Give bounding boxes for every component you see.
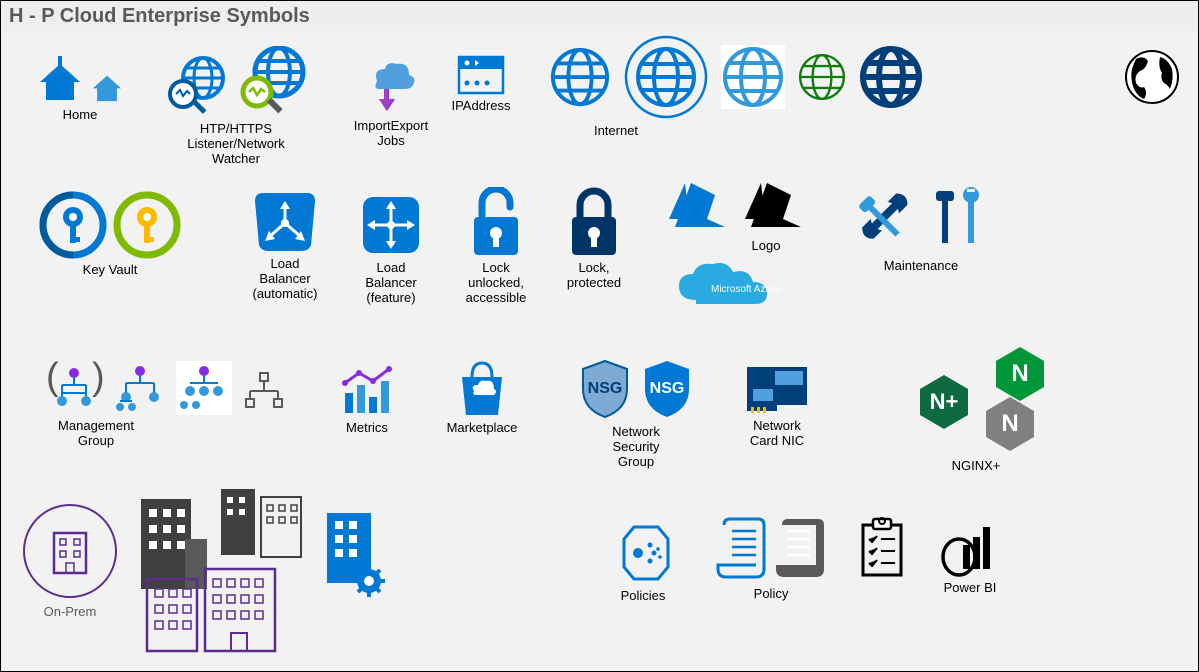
nsg-shield-icon-1: NSG <box>577 357 633 421</box>
nsg-label: Network Security Group <box>561 425 711 470</box>
internet-label: Internet <box>401 124 831 139</box>
checklist-icon <box>857 517 907 579</box>
item-internet: Internet <box>521 34 951 139</box>
ipaddress-label: IPAddress <box>441 99 521 114</box>
onprem-icon <box>20 501 120 601</box>
nginx-icon: N N+ N <box>896 345 1056 455</box>
policy-label: Policy <box>701 587 841 602</box>
item-http-listener: HTP/HTTPS Listener/Network Watcher <box>141 46 331 167</box>
item-nsg: NSG NSG Network Security Group <box>561 357 711 470</box>
policy-scroll-blue <box>714 517 768 583</box>
maintenance-icon-blue <box>846 183 918 255</box>
metrics-label: Metrics <box>327 421 407 436</box>
svg-text:NSG: NSG <box>650 380 685 397</box>
item-home: Home <box>25 56 135 123</box>
lock-protected-icon <box>566 187 622 257</box>
import-export-icon <box>363 59 419 115</box>
globe-icon-1 <box>549 46 611 108</box>
nic-label: Network Card NIC <box>727 419 827 449</box>
item-logo: Logo Microsoft Azure <box>651 179 821 314</box>
ipaddress-icon <box>457 55 505 95</box>
page-title: H - P Cloud Enterprise Symbols <box>1 1 1198 32</box>
nic-icon <box>741 361 813 415</box>
maintenance-label: Maintenance <box>831 259 1011 274</box>
lock-unlocked-label: Lock unlocked, accessible <box>451 261 541 306</box>
item-keyvault: Key Vault <box>25 191 195 278</box>
item-buildings <box>131 479 431 659</box>
mgmt-group-icon-3 <box>176 361 232 415</box>
home-label: Home <box>25 108 135 123</box>
item-ipaddress: IPAddress <box>441 55 521 114</box>
onprem-label: On-Prem <box>15 605 125 620</box>
buildings-icon <box>131 479 421 659</box>
metrics-icon <box>339 365 395 417</box>
svg-text:Microsoft Azure: Microsoft Azure <box>711 284 780 295</box>
lb-auto-icon <box>251 193 319 253</box>
item-earth <box>1124 49 1180 105</box>
azure-cloud-badge: Microsoft Azure <box>671 260 801 314</box>
lock-unlocked-icon <box>468 187 524 257</box>
keyvault-icon-blue <box>39 191 107 259</box>
http-listener-label: HTP/HTTPS Listener/Network Watcher <box>141 122 331 167</box>
policy-scroll-grey <box>774 517 828 583</box>
item-lb-feature: Load Balancer (feature) <box>341 193 441 306</box>
item-checklist <box>857 517 907 579</box>
mgmt-group-icon-1: ( ) <box>44 361 104 415</box>
earth-globe-icon <box>1124 49 1180 105</box>
item-nginx: N N+ N NGINX+ <box>891 345 1061 474</box>
globe-icon-4 <box>797 52 847 102</box>
powerbi-label: Power BI <box>925 581 1015 596</box>
item-policy: Policy <box>701 517 841 602</box>
nginx-label: NGINX+ <box>891 459 1061 474</box>
mgmt-group-icon-4 <box>240 367 288 415</box>
powerbi-icon <box>941 519 999 577</box>
item-maintenance: Maintenance <box>831 183 1011 274</box>
policies-icon <box>614 523 672 585</box>
svg-text:NSG: NSG <box>588 380 623 397</box>
lb-auto-label: Load Balancer (automatic) <box>235 257 335 302</box>
item-mgmt-group: ( ) <box>31 361 301 449</box>
item-lock-protected: Lock, protected <box>549 187 639 291</box>
http-listener-icon <box>165 54 229 118</box>
item-policies: Policies <box>603 523 683 604</box>
policies-label: Policies <box>603 589 683 604</box>
item-metrics: Metrics <box>327 365 407 436</box>
keyvault-icon-green <box>113 191 181 259</box>
item-powerbi: Power BI <box>925 519 1015 596</box>
svg-text:(: ( <box>46 361 59 398</box>
home-icon-small <box>90 70 124 104</box>
item-marketplace: Marketplace <box>437 359 527 436</box>
item-lb-auto: Load Balancer (automatic) <box>235 193 335 302</box>
logo-label: Logo <box>681 239 851 254</box>
marketplace-label: Marketplace <box>437 421 527 436</box>
lb-feature-label: Load Balancer (feature) <box>341 261 441 306</box>
item-nic: Network Card NIC <box>727 361 827 449</box>
lock-protected-label: Lock, protected <box>549 261 639 291</box>
svg-text:N+: N+ <box>930 389 959 414</box>
home-icon <box>36 56 84 104</box>
network-watcher-icon <box>235 46 307 118</box>
mgmt-group-icon-2 <box>112 361 168 415</box>
globe-icon-3 <box>721 45 785 109</box>
azure-logo-blue <box>665 179 731 235</box>
keyvault-label: Key Vault <box>25 263 195 278</box>
svg-text:): ) <box>92 361 104 398</box>
marketplace-icon <box>456 359 508 417</box>
svg-text:N: N <box>1011 360 1028 387</box>
icon-canvas: Home <box>1 31 1198 671</box>
svg-text:N: N <box>1001 410 1018 437</box>
item-lock-unlocked: Lock unlocked, accessible <box>451 187 541 306</box>
globe-icon-5 <box>859 45 923 109</box>
nsg-shield-icon-2: NSG <box>639 357 695 421</box>
globe-icon-2 <box>623 34 709 120</box>
azure-logo-black <box>741 179 807 235</box>
item-onprem: On-Prem <box>15 501 125 620</box>
lb-feature-icon <box>359 193 423 257</box>
mgmt-group-label: Management Group <box>0 419 231 449</box>
maintenance-icon-alt <box>924 183 996 255</box>
